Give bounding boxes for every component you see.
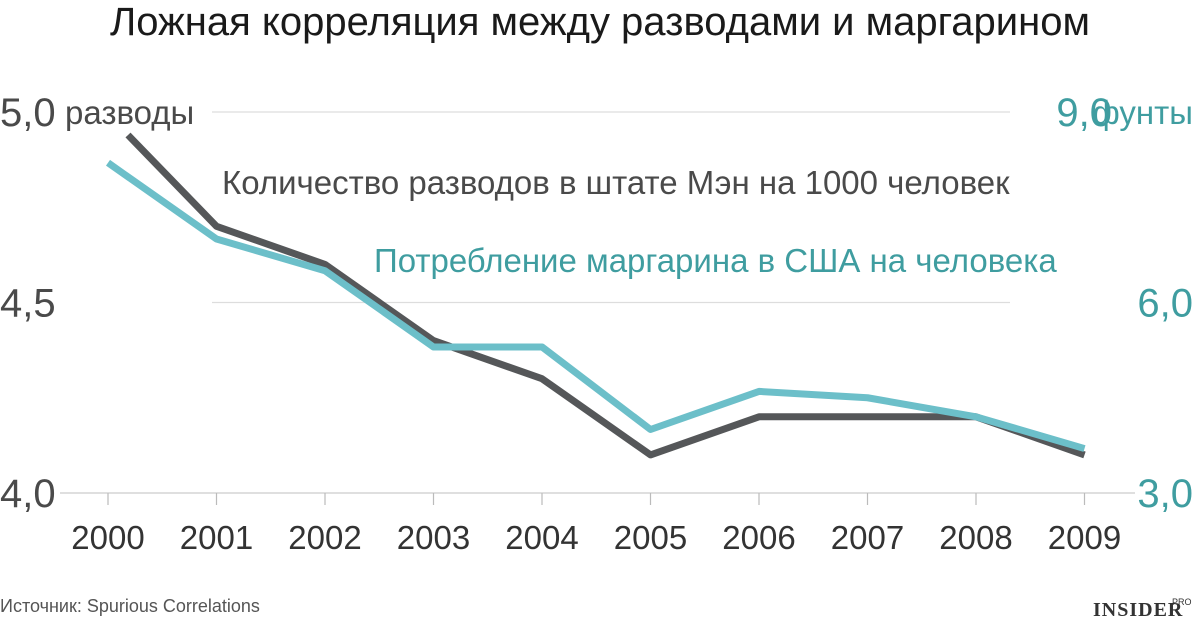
logo-main-text: INSIDER — [1093, 599, 1183, 621]
left-axis-tick-label: 5,0 — [0, 91, 56, 135]
right-axis-tick-label: 6,0 — [1137, 282, 1193, 326]
x-tick-label: 2006 — [722, 519, 795, 556]
chart-title: Ложная корреляция между разводами и марг… — [110, 0, 1090, 44]
x-tick-label: 2009 — [1048, 519, 1121, 556]
x-tick-label: 2008 — [939, 519, 1012, 556]
right-axis-unit: фунты — [1093, 94, 1193, 131]
x-tick-label: 2005 — [614, 519, 687, 556]
legend-divorce-label: Количество разводов в штате Мэн на 1000 … — [222, 164, 1010, 201]
left-axis-tick-label: 4,0 — [0, 472, 56, 516]
x-tick-label: 2003 — [397, 519, 470, 556]
gridlines — [60, 111, 1135, 494]
x-axis-ticks: 2000 2001 2002 2003 2004 2005 2006 2007 2008 2009 — [71, 493, 1121, 556]
right-axis-tick-label: 3,0 — [1137, 472, 1193, 516]
insider-pro-logo: INSIDER PRO — [1093, 597, 1192, 621]
legend-margarine-label: Потребление маргарина в США на человека — [374, 242, 1057, 279]
right-axis-tick-label: 9,0 — [1056, 91, 1112, 135]
x-tick-label: 2001 — [180, 519, 253, 556]
series-line-divorces — [125, 132, 1086, 459]
series-group — [105, 132, 1086, 459]
x-tick-label: 2007 — [831, 519, 904, 556]
source-caption: Источник: Spurious Correlations — [0, 596, 260, 616]
left-axis-tick-label: 4,5 — [0, 282, 56, 326]
series-line-margarine — [105, 159, 1086, 452]
x-tick-label: 2000 — [71, 519, 144, 556]
left-axis-unit: разводы — [65, 94, 194, 131]
logo-pro-text: PRO — [1172, 597, 1192, 607]
x-tick-label: 2004 — [505, 519, 578, 556]
x-tick-label: 2002 — [288, 519, 361, 556]
y-axes: 5,0 4,5 4,0 разводы 9,0 6,0 3,0 фунты — [0, 91, 1193, 516]
